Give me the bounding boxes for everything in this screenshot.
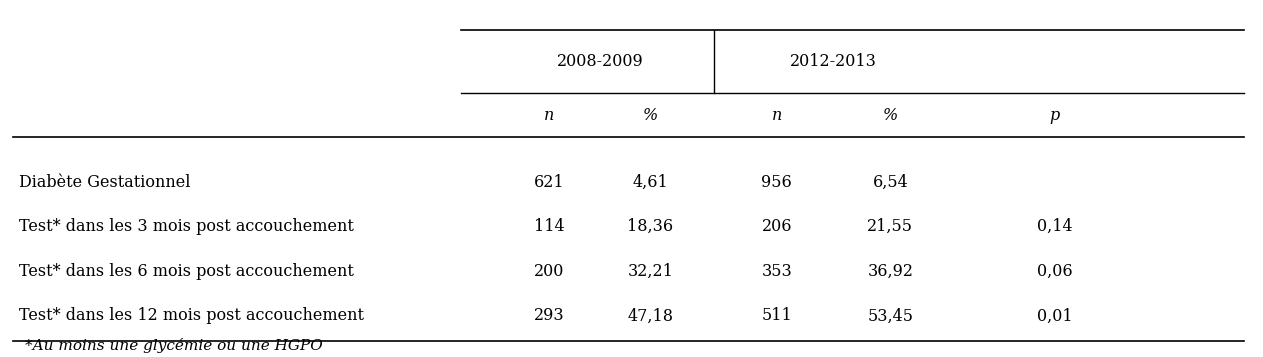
Text: %: % (643, 107, 658, 124)
Text: *Au moins une glycémie ou une HGPO: *Au moins une glycémie ou une HGPO (25, 338, 323, 353)
Text: 621: 621 (534, 174, 565, 191)
Text: n: n (544, 107, 554, 124)
Text: p: p (1050, 107, 1060, 124)
Text: 18,36: 18,36 (628, 218, 673, 235)
Text: 6,54: 6,54 (873, 174, 908, 191)
Text: 0,06: 0,06 (1037, 263, 1072, 280)
Text: 21,55: 21,55 (868, 218, 913, 235)
Text: 47,18: 47,18 (628, 307, 673, 325)
Text: 206: 206 (762, 218, 792, 235)
Text: 511: 511 (762, 307, 792, 325)
Text: 0,01: 0,01 (1037, 307, 1072, 325)
Text: Test* dans les 3 mois post accouchement: Test* dans les 3 mois post accouchement (19, 218, 354, 235)
Text: 4,61: 4,61 (633, 174, 668, 191)
Text: 2012-2013: 2012-2013 (791, 53, 877, 70)
Text: Test* dans les 6 mois post accouchement: Test* dans les 6 mois post accouchement (19, 263, 354, 280)
Text: 36,92: 36,92 (868, 263, 913, 280)
Text: 32,21: 32,21 (628, 263, 673, 280)
Text: Diabète Gestationnel: Diabète Gestationnel (19, 174, 191, 191)
Text: %: % (883, 107, 898, 124)
Text: n: n (772, 107, 782, 124)
Text: Test* dans les 12 mois post accouchement: Test* dans les 12 mois post accouchement (19, 307, 364, 325)
Text: 53,45: 53,45 (868, 307, 913, 325)
Text: 0,14: 0,14 (1037, 218, 1072, 235)
Text: 956: 956 (762, 174, 792, 191)
Text: 353: 353 (762, 263, 792, 280)
Text: 200: 200 (534, 263, 565, 280)
Text: 2008-2009: 2008-2009 (557, 53, 643, 70)
Text: 114: 114 (534, 218, 565, 235)
Text: 293: 293 (534, 307, 565, 325)
